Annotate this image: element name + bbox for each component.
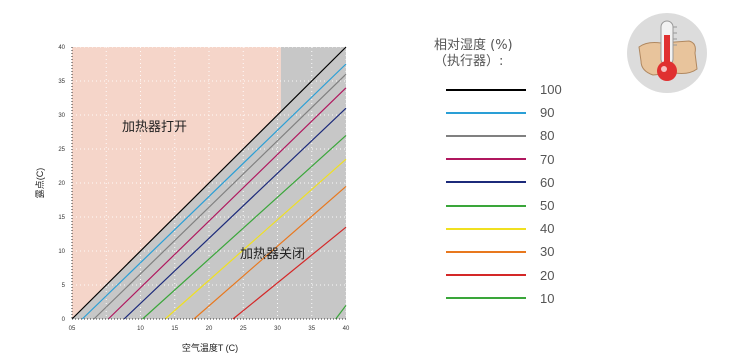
legend-label: 40 [540,221,555,237]
legend-item: 80 [434,124,574,147]
legend-label: 50 [540,198,555,214]
legend-label: 80 [540,128,555,144]
x-tick-label: 15 [171,326,178,332]
legend-title-line1: 相对湿度 (%) [434,38,513,53]
x-tick-label: 25 [240,326,247,332]
legend-swatch [446,158,526,161]
series-line-80 [93,73,347,320]
series-line-90 [81,63,347,320]
legend-label: 100 [540,82,562,98]
y-tick-label: 35 [58,79,65,85]
x-axis-title: 空气温度T (C) [182,342,238,353]
axes [71,47,346,320]
legend-swatch [446,181,526,184]
legend-swatch [446,204,526,207]
series-lines [71,46,347,320]
legend-label: 30 [540,244,555,260]
y-tick-labels: 0 5 10 15 20 25 30 35 40 [58,45,65,323]
legend-swatch [446,88,526,91]
x-tick-label: 35 [308,326,315,332]
legend-item: 40 [434,217,574,240]
legend-label: 20 [540,267,555,283]
thermometer-icon [627,13,707,93]
legend-item: 20 [434,264,574,287]
legend-swatch [446,250,526,253]
legend-item: 60 [434,171,574,194]
legend-label: 70 [540,151,555,167]
legend: 相对湿度 (%) （执行器）: 100 90 80 70 60 50 40 30 20 10 [434,38,574,310]
y-tick-label: 30 [58,113,65,119]
region-label-heater-off: 加热器关闭 [240,247,305,262]
series-line-20 [232,226,347,320]
legend-item: 100 [434,78,574,101]
y-axis-title: 露点(C) [35,168,45,199]
x-tick-label: 30 [274,326,281,332]
y-tick-label: 0 [62,317,66,323]
legend-swatch [446,297,526,300]
region-label-heater-on: 加热器打开 [122,120,187,135]
legend-label: 90 [540,105,555,121]
legend-item: 90 [434,101,574,124]
legend-item: 50 [434,194,574,217]
grid [72,46,347,319]
y-tick-label: 10 [58,249,65,255]
legend-label: 60 [540,174,555,190]
legend-swatch [446,227,526,230]
x-tick-label: 40 [343,326,350,332]
legend-item: 70 [434,148,574,171]
legend-item: 10 [434,287,574,310]
legend-swatch [446,134,526,137]
series-line-100 [71,46,347,320]
series-line-60 [123,107,347,320]
x-tick-labels: 05 10 15 20 25 30 35 40 [69,326,350,332]
y-tick-label: 25 [58,147,65,153]
legend-swatch [446,111,526,114]
legend-title: 相对湿度 (%) （执行器）: [434,38,574,70]
y-tick-label: 20 [58,181,65,187]
series-line-30 [193,185,347,320]
y-tick-label: 5 [62,283,66,289]
legend-label: 10 [540,290,555,306]
series-line-10 [335,305,347,320]
y-tick-label: 40 [58,45,65,51]
y-tick-label: 15 [58,215,65,221]
series-line-40 [164,158,347,320]
legend-item: 30 [434,240,574,263]
legend-title-line2: （执行器）: [434,54,504,69]
legend-rows: 100 90 80 70 60 50 40 30 20 10 [434,78,574,310]
series-line-50 [142,134,347,320]
legend-swatch [446,274,526,277]
region-heater-off [280,47,346,319]
series-line-70 [107,87,347,320]
x-tick-label: 05 [69,326,76,332]
x-tick-label: 20 [206,326,213,332]
x-tick-label: 10 [137,326,144,332]
